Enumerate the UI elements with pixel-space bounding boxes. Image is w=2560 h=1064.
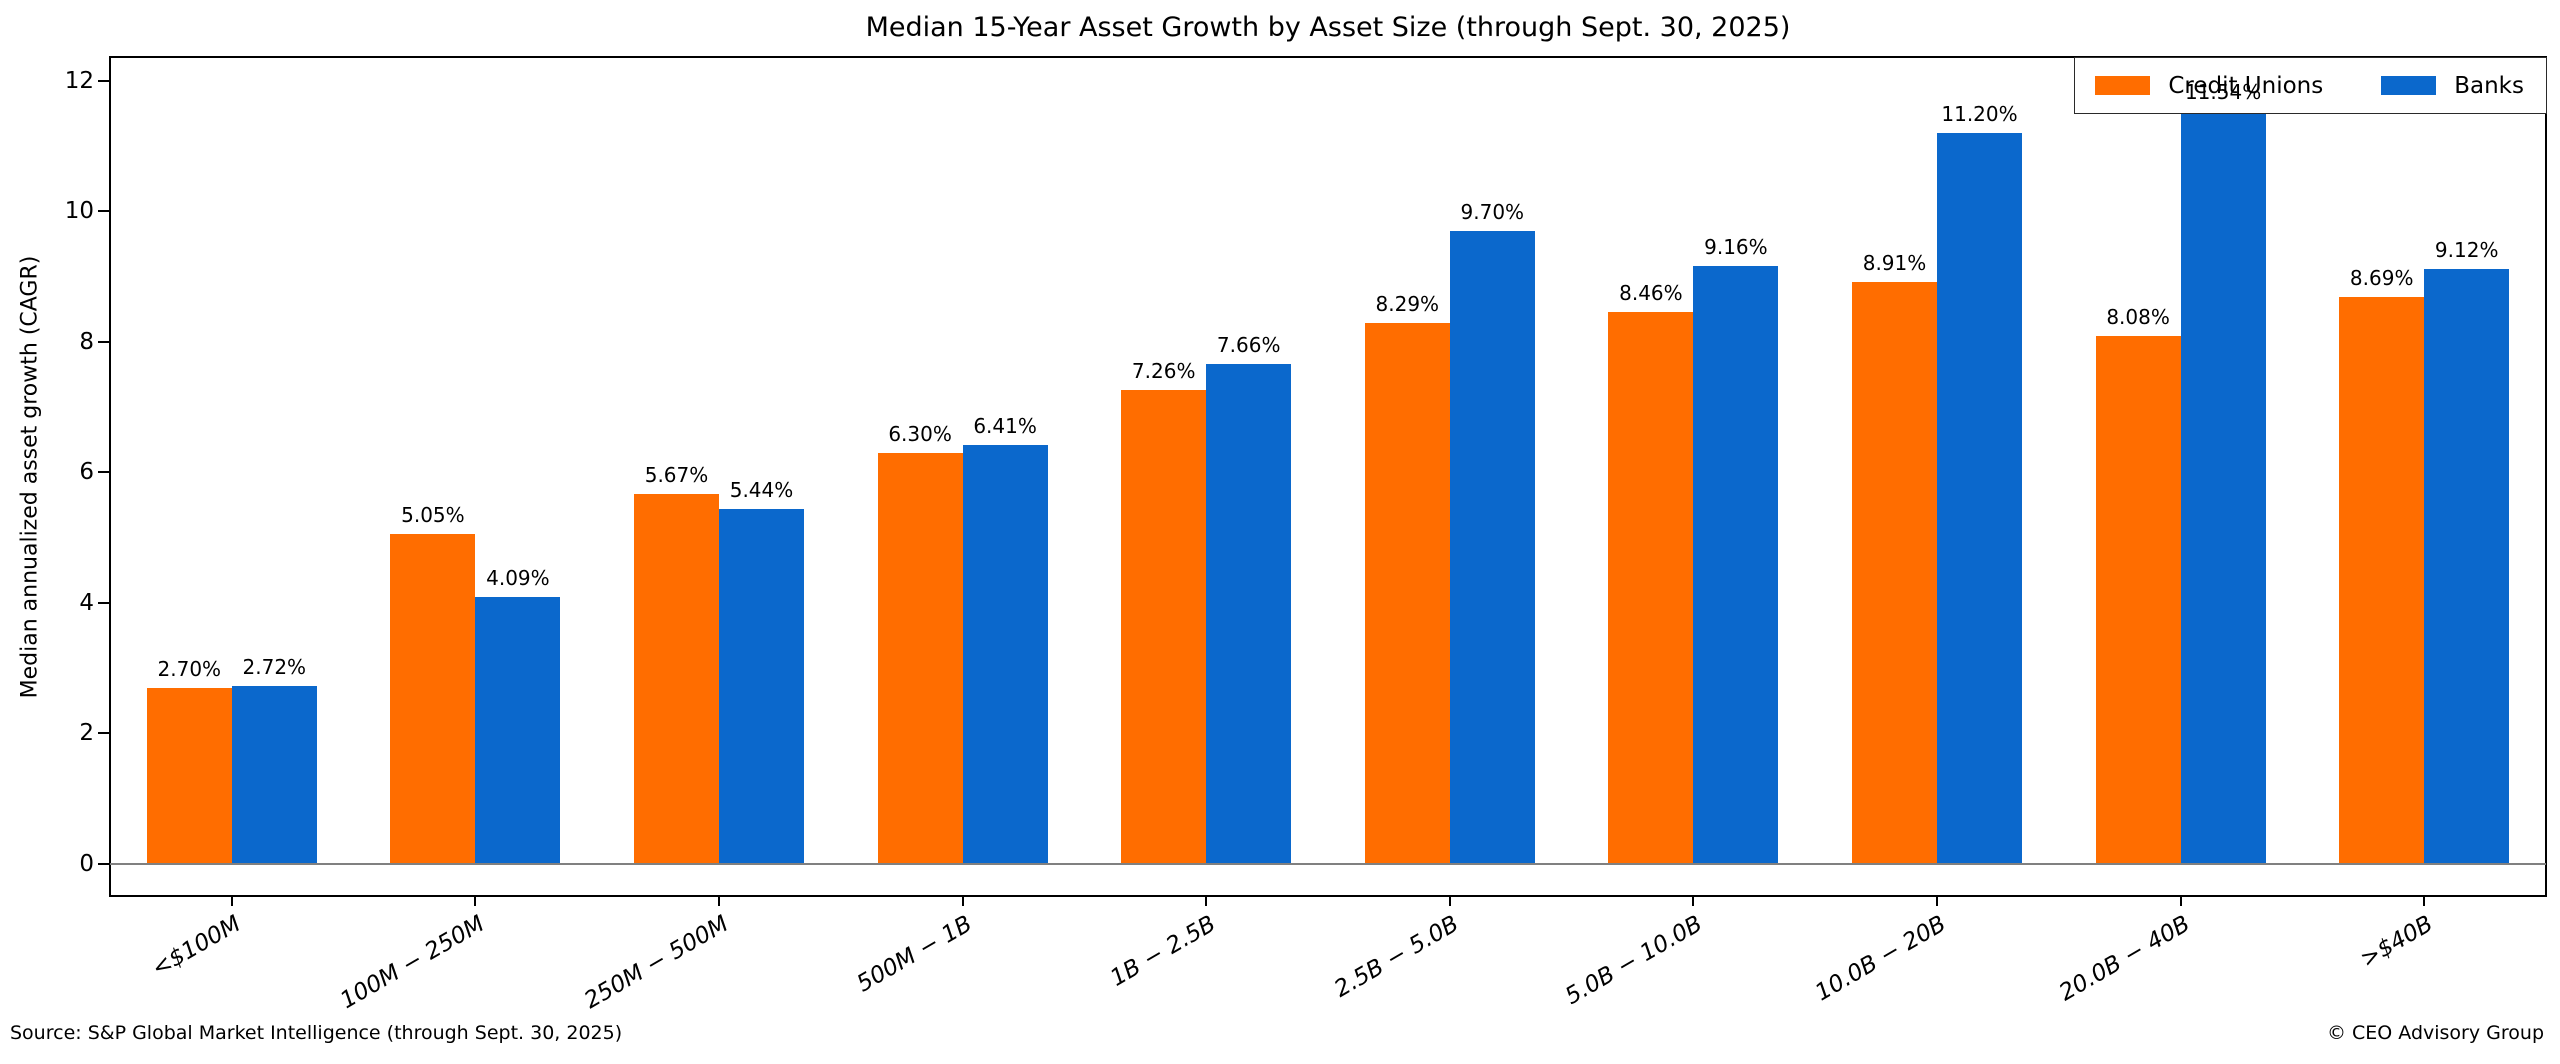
y-tick-mark [98,732,110,735]
x-tick-mark [2423,896,2426,906]
bar-value-label: 9.16% [1704,234,1768,259]
y-tick-mark [98,210,110,213]
copyright-note: © CEO Advisory Group [2326,1022,2544,1044]
source-note: Source: S&P Global Market Intelligence (… [10,1022,623,1044]
bar-banks [1206,363,1292,864]
bar-credit-unions [634,493,719,864]
bar-credit-unions [1608,311,1694,864]
bar-value-label: 11.20% [1941,101,2018,126]
bar-banks [1449,230,1535,864]
bar-value-label: 2.72% [242,655,307,680]
y-tick-mark [98,471,110,474]
x-tick-label: 1B − 2.5B [1105,910,1220,992]
bar-value-label: 8.91% [1862,251,1927,276]
y-tick-label: 10 [64,198,94,225]
legend-label-banks: Banks [2454,72,2524,99]
bar-value-label: 9.12% [2434,237,2499,262]
bar-value-label: 5.05% [401,503,465,528]
bar-banks [719,508,804,864]
bar-value-label: 7.66% [1216,332,1281,357]
bar-value-label: 5.44% [729,477,794,502]
y-tick-label: 12 [64,67,94,94]
x-tick-mark [2179,896,2182,906]
bar-value-label: 9.70% [1460,199,1525,224]
bar-banks [475,596,561,864]
x-tick-label: 10.0B − 20B [1811,910,1951,1007]
bar-banks [2424,268,2510,864]
y-tick-mark [98,863,110,865]
zero-baseline [110,863,2546,865]
x-tick-label: 500M − 1B [852,910,977,998]
bar-credit-unions [1364,322,1450,864]
y-tick-label: 8 [79,328,94,355]
bar-credit-unions [2339,296,2425,864]
bar-credit-unions [1121,389,1207,864]
x-tick-mark [230,896,233,906]
x-tick-label: 20.0B − 40B [2054,910,2195,1007]
x-tick-mark [718,896,720,906]
bar-value-label: 2.70% [157,656,222,681]
y-tick-label: 0 [79,851,94,877]
x-tick-mark [1692,896,1695,906]
y-tick-label: 6 [79,459,94,486]
bar-value-label: 8.29% [1375,291,1440,316]
x-tick-mark [1936,896,1938,906]
legend-item-credit-unions: Credit Unions [2095,73,2323,99]
bar-value-label: 8.69% [2349,265,2414,290]
x-tick-mark [1448,896,1451,906]
bar-value-label: 8.08% [2106,305,2170,330]
bar-credit-unions [1852,282,1937,864]
bar-banks [231,686,317,864]
legend-swatch-banks-icon [2381,76,2437,95]
bar-credit-unions [877,452,963,864]
x-tick-label: <$100M [147,910,246,983]
x-tick-label: 250M − 500M [579,910,733,1015]
bar-credit-unions [2095,336,2181,864]
bar-value-label: 4.09% [486,565,550,590]
bar-value-label: 6.41% [973,414,1037,439]
legend-label-credit-unions: Credit Unions [2168,72,2324,99]
bar-credit-unions [390,534,476,864]
chart-title: Median 15-Year Asset Growth by Asset Siz… [865,12,1791,43]
x-tick-mark [961,896,964,906]
bar-banks [962,445,1048,864]
legend-item-banks: Banks [2381,73,2524,99]
legend-swatch-credit-unions-icon [2095,76,2151,95]
bar-value-label: 5.67% [644,462,709,487]
y-tick-mark [98,601,110,604]
y-tick-label: 2 [79,720,94,747]
bar-banks [1693,265,1779,864]
x-tick-label: >$40B [2356,910,2438,973]
x-tick-mark [474,896,477,906]
bar-value-label: 7.26% [1131,358,1196,383]
x-tick-label: 2.5B − 5.0B [1330,910,1464,1003]
x-tick-mark [1205,896,1208,906]
y-tick-label: 4 [79,589,94,616]
bar-value-label: 11.54% [2184,79,2262,104]
bar-value-label: 6.30% [888,421,952,446]
bar-credit-unions [146,687,232,864]
legend: Credit Unions Banks [2074,57,2547,114]
bar-value-label: 8.46% [1619,280,1683,305]
y-tick-mark [98,340,110,343]
bar-banks [2180,110,2266,864]
x-tick-label: 100M − 250M [336,910,489,1015]
y-tick-mark [98,79,110,82]
x-tick-label: 5.0B − 10.0B [1561,910,1707,1011]
bar-banks [1937,132,2022,864]
